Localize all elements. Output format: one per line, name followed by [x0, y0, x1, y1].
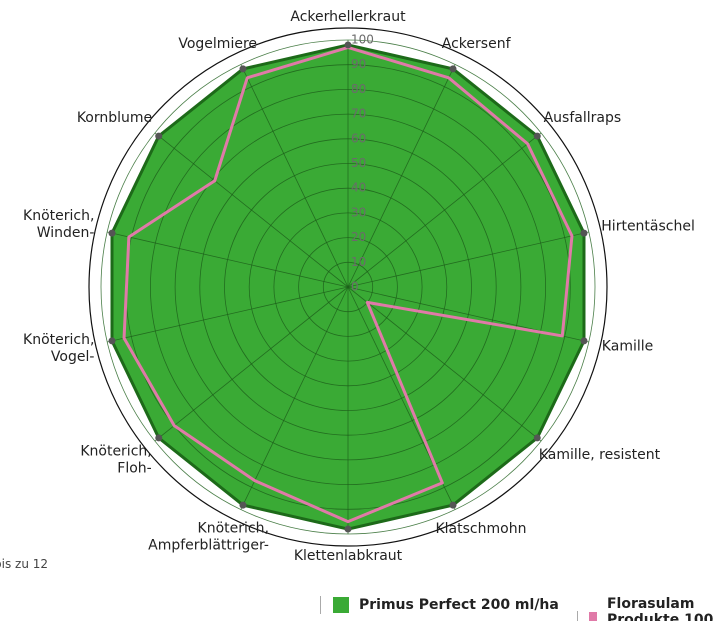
category-label: Vogelmiere [178, 35, 258, 52]
r-tick-label: 70 [351, 107, 366, 121]
outer-ring [88, 27, 608, 547]
r-tick-label: 30 [351, 205, 366, 219]
point [580, 229, 588, 237]
legend-item[interactable]: Florasulam Produkte 100 ml/ha [577, 596, 723, 621]
point [449, 65, 457, 73]
legend-item[interactable]: Primus Perfect 200 ml/ha [320, 596, 559, 614]
r-tick-label: 0 [351, 280, 359, 294]
r-tick-label: 90 [351, 57, 366, 71]
spoke [347, 231, 589, 288]
point [239, 501, 247, 509]
point [533, 132, 541, 140]
legend-label: Primus Perfect 200 ml/ha [359, 597, 559, 613]
legend-swatch [589, 612, 597, 621]
r-tick-label: 20 [351, 230, 366, 244]
point [533, 434, 541, 442]
spoke [240, 64, 349, 288]
spoke [154, 286, 349, 442]
point [344, 525, 352, 533]
category-label: Knöterich, Vogel- [23, 331, 95, 365]
legend-label: Florasulam Produkte 100 ml/ha [606, 596, 714, 621]
r-tick-label: 80 [351, 82, 366, 96]
point [108, 229, 116, 237]
point [108, 337, 116, 345]
point [155, 434, 163, 442]
spoke [107, 286, 349, 343]
category-label: Kamille, resistent [538, 446, 661, 463]
category-label: Ackerhellerkraut [290, 9, 406, 25]
chart: 0 10 20 30 40 50 60 70 80 90 100 [88, 27, 608, 547]
category-label: Knöterich, Winden- [23, 208, 95, 242]
category-label: Klettenlabkraut [293, 548, 403, 564]
spoke [154, 132, 349, 288]
spoke [240, 286, 349, 510]
r-tick-label: 60 [351, 131, 366, 145]
separator [320, 596, 321, 614]
category-label: Knöterich, Floh- [80, 443, 152, 477]
category-label: Ackersenf [441, 35, 511, 52]
point [155, 132, 163, 140]
spoke [347, 64, 456, 288]
category-label: Kornblume [76, 110, 153, 127]
category-label: Kamille [601, 338, 654, 355]
legend-swatch [333, 597, 349, 613]
spoke [347, 286, 542, 442]
spoke [347, 132, 542, 288]
point [344, 41, 352, 49]
point [580, 337, 588, 345]
line [122, 45, 574, 524]
category-label: Hirtentäschel [601, 218, 695, 235]
r-tick-label: 10 [351, 255, 366, 269]
category-label: Ausfallraps [543, 110, 622, 127]
category-label: Klatschmohn [435, 521, 527, 538]
point [239, 65, 247, 73]
r-tick-label: 40 [351, 181, 366, 195]
category-label: Knöterich, Ampferblättriger- [148, 520, 269, 554]
spoke [107, 231, 349, 288]
r-tick-label: 100 [351, 33, 374, 47]
point [449, 501, 457, 509]
note: bis zu 12 [0, 557, 49, 571]
r-tick-label: 50 [351, 156, 366, 170]
